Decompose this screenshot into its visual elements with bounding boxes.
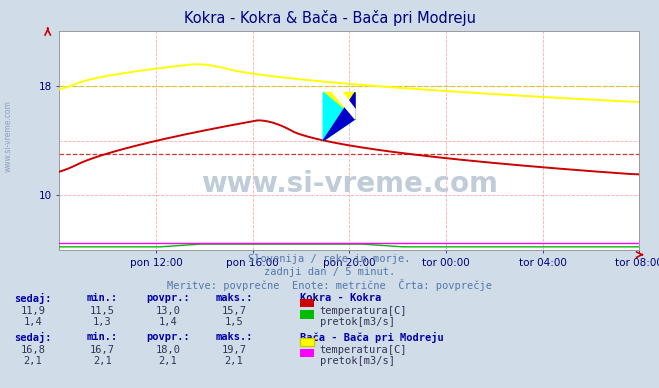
Text: 1,5: 1,5 [225,317,243,327]
Text: povpr.:: povpr.: [146,332,190,342]
Text: maks.:: maks.: [215,332,252,342]
Text: temperatura[C]: temperatura[C] [320,306,407,316]
Text: 15,7: 15,7 [221,306,246,316]
Text: 1,4: 1,4 [24,317,42,327]
Text: 1,4: 1,4 [159,317,177,327]
Text: www.si-vreme.com: www.si-vreme.com [201,170,498,199]
Text: Meritve: povprečne  Enote: metrične  Črta: povprečje: Meritve: povprečne Enote: metrične Črta:… [167,279,492,291]
Text: 18,0: 18,0 [156,345,181,355]
Text: sedaj:: sedaj: [14,332,51,343]
Polygon shape [333,92,355,119]
Text: Slovenija / reke in morje.: Slovenija / reke in morje. [248,254,411,264]
Text: min.:: min.: [86,332,118,342]
Text: 13,0: 13,0 [156,306,181,316]
Text: 16,7: 16,7 [90,345,115,355]
Text: Bača - Bača pri Modreju: Bača - Bača pri Modreju [300,332,444,343]
Text: 19,7: 19,7 [221,345,246,355]
Text: 11,9: 11,9 [20,306,45,316]
Text: povpr.:: povpr.: [146,293,190,303]
Polygon shape [323,92,355,119]
Text: 16,8: 16,8 [20,345,45,355]
Text: 2,1: 2,1 [24,356,42,366]
Text: sedaj:: sedaj: [14,293,51,304]
Text: pretok[m3/s]: pretok[m3/s] [320,317,395,327]
Text: Kokra - Kokra & Bača - Bača pri Modreju: Kokra - Kokra & Bača - Bača pri Modreju [183,10,476,26]
Text: 2,1: 2,1 [159,356,177,366]
Text: maks.:: maks.: [215,293,252,303]
Text: www.si-vreme.com: www.si-vreme.com [3,100,13,172]
Polygon shape [323,92,355,141]
Text: 1,3: 1,3 [93,317,111,327]
Text: 11,5: 11,5 [90,306,115,316]
Text: min.:: min.: [86,293,118,303]
Text: 2,1: 2,1 [93,356,111,366]
Text: Kokra - Kokra: Kokra - Kokra [300,293,381,303]
Text: temperatura[C]: temperatura[C] [320,345,407,355]
Polygon shape [323,92,355,141]
Text: 2,1: 2,1 [225,356,243,366]
Text: pretok[m3/s]: pretok[m3/s] [320,356,395,366]
Text: zadnji dan / 5 minut.: zadnji dan / 5 minut. [264,267,395,277]
